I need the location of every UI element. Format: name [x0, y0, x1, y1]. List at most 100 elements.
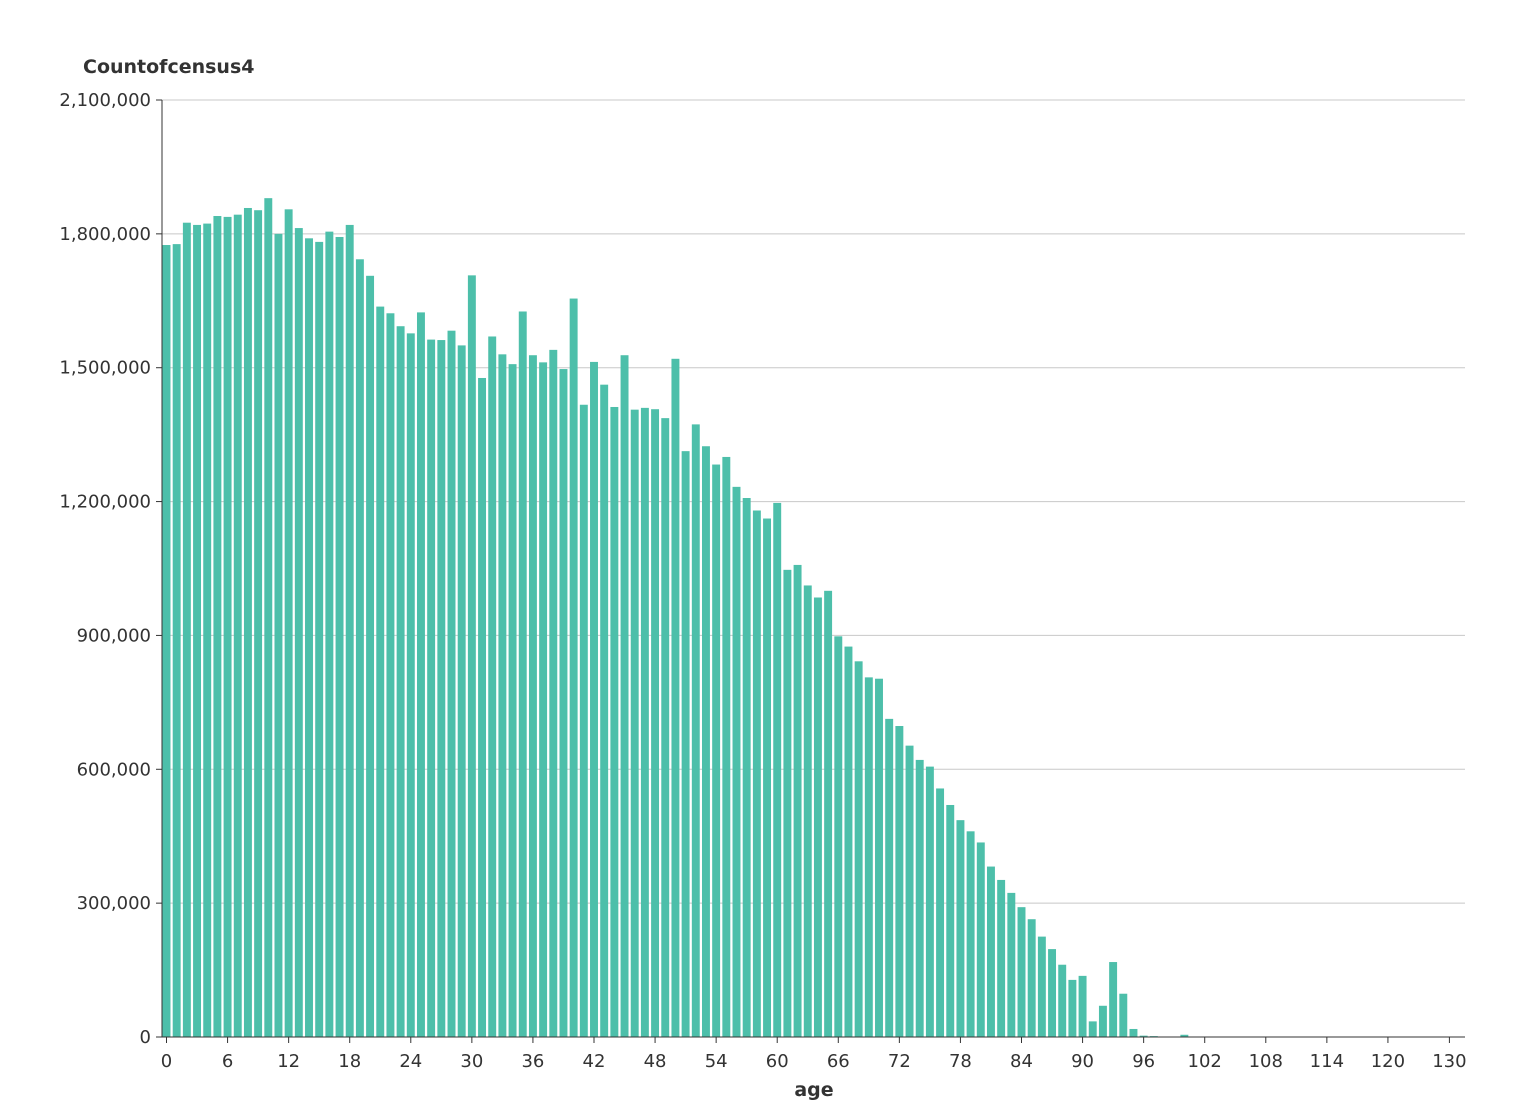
bar — [1109, 962, 1118, 1037]
bar — [732, 486, 741, 1038]
bar — [518, 311, 527, 1037]
bar — [854, 661, 863, 1037]
bar — [539, 362, 548, 1037]
bar — [1129, 1028, 1138, 1037]
y-tick-label: 1,800,000 — [59, 224, 151, 245]
bar — [1078, 975, 1087, 1037]
axes — [161, 100, 1465, 1038]
x-tick-label: 90 — [1071, 1051, 1094, 1072]
bar — [396, 326, 405, 1038]
x-tick-label: 108 — [1249, 1051, 1283, 1072]
bar — [294, 228, 303, 1037]
bar — [559, 369, 568, 1037]
y-tick-label: 2,100,000 — [59, 90, 151, 111]
bar — [335, 236, 344, 1038]
bar — [600, 384, 609, 1037]
bar — [528, 355, 537, 1038]
bar — [193, 224, 202, 1037]
bar — [742, 498, 751, 1037]
bar — [640, 407, 649, 1037]
bar — [1027, 919, 1036, 1037]
x-tick-label: 18 — [338, 1051, 361, 1072]
bar — [986, 866, 995, 1037]
bar — [355, 259, 364, 1037]
bars — [162, 198, 1209, 1038]
bar — [579, 404, 588, 1037]
bar — [223, 216, 232, 1037]
bar — [783, 569, 792, 1037]
bar — [905, 745, 914, 1037]
bar — [1119, 993, 1128, 1037]
x-tick-label: 96 — [1132, 1051, 1155, 1072]
x-tick-label: 42 — [583, 1051, 606, 1072]
bar — [345, 224, 354, 1037]
bar — [946, 804, 955, 1037]
y-axis-title: Countofcensus4 — [83, 56, 255, 78]
bar — [752, 510, 761, 1037]
x-tick-label: 102 — [1188, 1051, 1222, 1072]
bar — [488, 336, 497, 1038]
bar — [366, 275, 375, 1037]
bar — [274, 233, 283, 1038]
bar — [1068, 979, 1077, 1037]
bar — [997, 879, 1006, 1037]
bar — [834, 636, 843, 1037]
bar — [254, 210, 263, 1037]
bar — [549, 349, 558, 1037]
bar — [1058, 964, 1067, 1037]
bar — [1048, 949, 1057, 1037]
bar — [681, 451, 690, 1037]
bar — [610, 406, 619, 1038]
x-axis-title: age — [794, 1079, 833, 1101]
bar — [467, 275, 476, 1038]
bar — [427, 339, 436, 1038]
bar — [976, 842, 985, 1037]
bar — [793, 564, 802, 1037]
bar — [478, 377, 487, 1038]
bar — [508, 364, 517, 1037]
x-tick-label: 36 — [521, 1051, 544, 1072]
bar — [1007, 892, 1016, 1037]
x-tick-label: 114 — [1310, 1051, 1344, 1072]
bar — [162, 245, 171, 1037]
bar — [712, 464, 721, 1037]
bar — [406, 333, 415, 1037]
bar — [1088, 1021, 1097, 1037]
y-tick-label: 1,500,000 — [59, 358, 151, 379]
bar — [386, 313, 395, 1037]
x-tick-label: 84 — [1010, 1051, 1033, 1072]
x-tick-label: 60 — [766, 1051, 789, 1072]
x-tick-label: 24 — [399, 1051, 422, 1072]
bar — [864, 677, 873, 1037]
bar — [1139, 1035, 1148, 1037]
bar — [590, 361, 598, 1037]
x-tick-label: 6 — [222, 1051, 233, 1072]
y-tick-label: 300,000 — [77, 893, 151, 914]
x-tick-label: 130 — [1432, 1051, 1466, 1072]
x-tick-label: 66 — [827, 1051, 850, 1072]
bar — [437, 340, 446, 1037]
x-tick-label: 30 — [460, 1051, 483, 1072]
bar — [325, 231, 334, 1037]
bar — [722, 456, 731, 1037]
bar — [773, 502, 782, 1037]
x-axis-ticks: 0 6 12 18 24 30 36 42 48 54 60 66 72 78 84 90 96 102 108 11… — [161, 1037, 1467, 1072]
x-tick-label: 48 — [644, 1051, 667, 1072]
bar — [824, 590, 833, 1037]
bar — [966, 831, 975, 1037]
x-tick-label: 120 — [1371, 1051, 1405, 1072]
x-tick-label: 0 — [161, 1051, 172, 1072]
bar — [233, 214, 242, 1038]
bar — [661, 418, 670, 1037]
bar — [763, 518, 772, 1037]
bar — [1098, 1005, 1107, 1037]
bar — [895, 726, 904, 1037]
x-tick-label: 78 — [949, 1051, 972, 1072]
bar — [243, 207, 252, 1038]
bar — [1017, 907, 1026, 1037]
bar — [620, 355, 629, 1038]
x-tick-label: 72 — [888, 1051, 911, 1072]
bar — [416, 312, 425, 1037]
bar — [284, 209, 293, 1037]
